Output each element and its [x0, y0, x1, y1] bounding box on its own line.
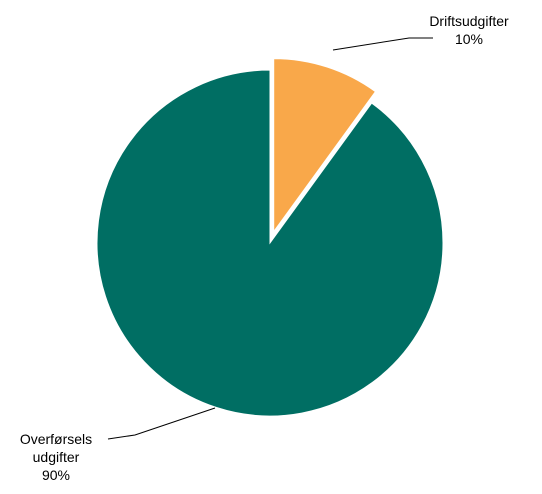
pie-slices: [96, 58, 444, 417]
slice-label-overf-rsels: Overførsels udgifter 90%: [20, 431, 92, 483]
slice-labels: Driftsudgifter 10% Overførsels udgifter 90%: [20, 13, 509, 483]
leader-line-driftsudgifter: [332, 37, 433, 51]
slice-label-line: Driftsudgifter: [429, 13, 509, 29]
pie-slice-overf-rsels: [96, 69, 444, 417]
slice-label-line: udgifter: [33, 449, 80, 465]
slice-label-driftsudgifter: Driftsudgifter 10%: [429, 13, 509, 47]
leader-line-overf-rsels: [107, 407, 216, 440]
slice-label-line: 90%: [42, 467, 70, 483]
leader-lines: [107, 37, 433, 440]
slice-label-line: 10%: [455, 31, 483, 47]
slice-label-line: Overførsels: [20, 431, 92, 447]
pie-slice-driftsudgifter: [273, 58, 377, 234]
